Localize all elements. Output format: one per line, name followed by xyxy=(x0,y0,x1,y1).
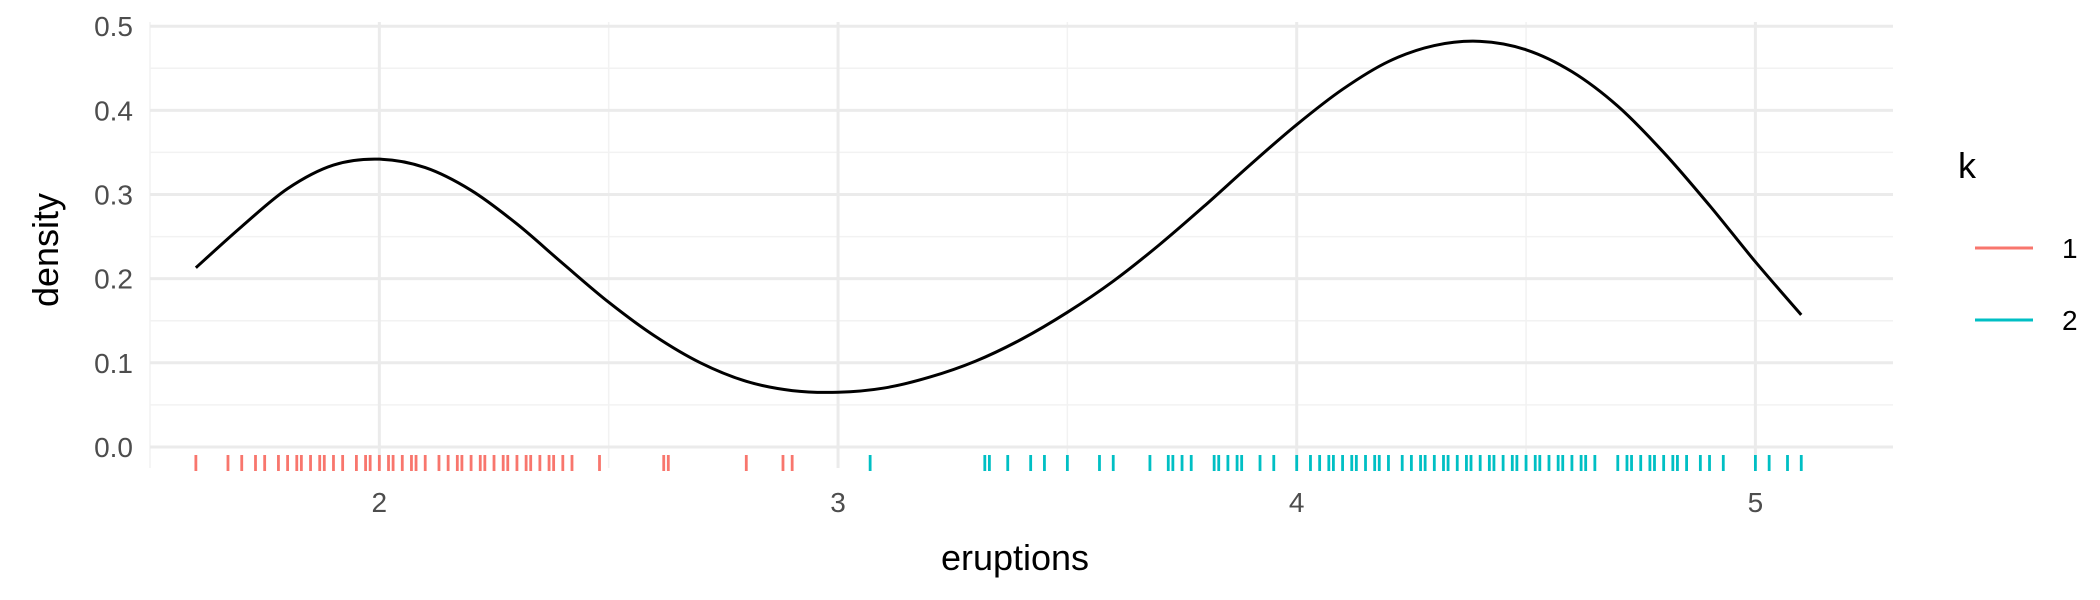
x-axis-title: eruptions xyxy=(941,537,1089,578)
y-axis-tick-labels: 0.0 0.1 0.2 0.3 0.4 0.5 xyxy=(94,11,133,463)
x-axis-tick-labels: 2 3 4 5 xyxy=(372,487,1764,518)
density-line xyxy=(194,39,1803,394)
y-tick-label: 0.2 xyxy=(94,264,133,295)
y-tick-label: 0.4 xyxy=(94,95,133,126)
y-tick-label: 0.5 xyxy=(94,11,133,42)
x-tick-label: 5 xyxy=(1748,487,1764,518)
legend-label-1: 1 xyxy=(2062,233,2078,264)
legend-label-2: 2 xyxy=(2062,305,2078,336)
y-tick-label: 0.3 xyxy=(94,180,133,211)
legend: k 1 2 xyxy=(1958,145,2078,336)
major-gridlines xyxy=(150,22,1893,468)
minor-gridlines xyxy=(149,22,1893,468)
y-tick-label: 0.0 xyxy=(94,432,133,463)
rug-marks xyxy=(194,455,1803,471)
y-tick-label: 0.1 xyxy=(94,348,133,379)
x-tick-label: 3 xyxy=(830,487,846,518)
y-axis-title: density xyxy=(25,193,66,307)
x-tick-label: 4 xyxy=(1289,487,1305,518)
legend-title: k xyxy=(1958,145,1977,186)
x-tick-label: 2 xyxy=(372,487,388,518)
